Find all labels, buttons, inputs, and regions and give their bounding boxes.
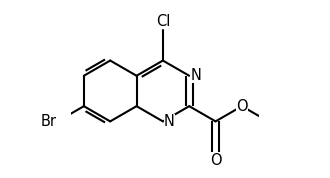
Text: N: N (190, 68, 201, 83)
Text: O: O (236, 99, 248, 114)
Text: O: O (210, 153, 221, 167)
Text: N: N (164, 114, 175, 129)
Text: Cl: Cl (156, 14, 170, 29)
Text: Br: Br (41, 114, 57, 129)
